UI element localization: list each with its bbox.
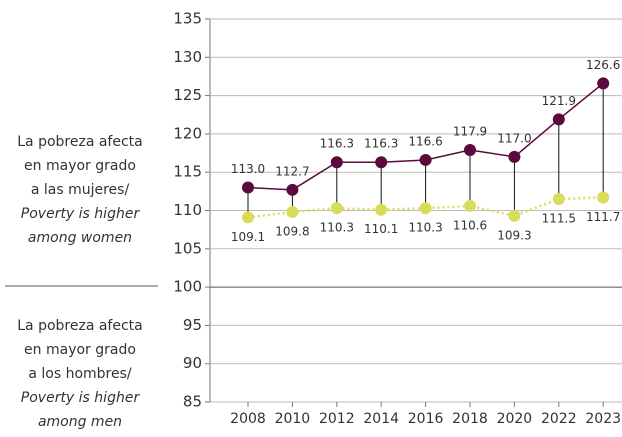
x-tick-label: 2022: [541, 411, 577, 427]
y-tick-label: 95: [183, 316, 202, 334]
data-label: 109.3: [497, 228, 531, 242]
data-point: [375, 156, 388, 169]
data-point: [464, 143, 476, 156]
data-point: [375, 203, 388, 216]
data-label: 110.1: [364, 222, 398, 236]
data-label: 111.5: [542, 212, 576, 226]
x-tick-label: 2010: [275, 411, 311, 427]
annotation-text: among women: [28, 230, 132, 246]
data-label: 110.3: [320, 221, 354, 235]
data-label: 110.6: [453, 218, 487, 232]
data-point: [286, 206, 299, 219]
y-tick-label: 110: [173, 201, 202, 219]
data-label: 111.7: [586, 210, 620, 224]
data-point: [242, 181, 254, 194]
data-point: [464, 199, 476, 212]
x-tick-label: 2012: [319, 411, 355, 427]
y-tick-label: 120: [173, 124, 202, 142]
x-tick-label: 2018: [452, 411, 488, 427]
data-label: 121.9: [542, 94, 576, 108]
data-point: [330, 202, 343, 215]
data-point: [508, 209, 521, 222]
y-tick-label: 100: [173, 278, 202, 296]
data-label: 110.3: [408, 221, 442, 235]
annotation-text: a las mujeres/: [31, 182, 130, 198]
data-point: [552, 193, 565, 206]
data-point: [552, 113, 565, 126]
y-tick-label: 135: [173, 10, 202, 28]
data-label: 112.7: [275, 164, 309, 178]
data-label: 116.6: [408, 134, 442, 148]
x-tick-label: 2008: [230, 411, 266, 427]
data-point: [242, 211, 254, 224]
data-point: [419, 202, 432, 215]
data-point: [286, 183, 299, 196]
data-point: [597, 191, 610, 204]
x-tick-label: 2023: [585, 411, 621, 427]
data-point: [508, 150, 521, 163]
annotation-text: a los hombres/: [28, 366, 132, 382]
y-tick-label: 85: [183, 393, 202, 411]
annotation-text: Poverty is higher: [21, 390, 141, 406]
data-point: [597, 77, 610, 90]
data-point: [419, 153, 432, 166]
data-label: 109.1: [231, 230, 265, 244]
data-label: 117.9: [453, 124, 487, 138]
y-tick-label: 125: [173, 86, 202, 104]
annotation-text: en mayor grado: [24, 342, 136, 358]
annotation-text: La pobreza afecta: [17, 318, 143, 334]
y-tick-label: 105: [173, 239, 202, 257]
x-tick-label: 2014: [363, 411, 399, 427]
data-label: 126.6: [586, 58, 620, 72]
data-label: 116.3: [364, 137, 398, 151]
x-tick-label: 2020: [497, 411, 533, 427]
data-label: 117.0: [497, 131, 531, 145]
annotation-text: Poverty is higher: [21, 206, 141, 222]
y-tick-label: 130: [173, 48, 202, 66]
data-label: 113.0: [231, 162, 265, 176]
annotation-text: among men: [38, 414, 122, 430]
y-tick-label: 115: [173, 163, 202, 181]
annotation-text: La pobreza afecta: [17, 134, 143, 150]
y-tick-label: 90: [183, 354, 202, 372]
data-point: [330, 156, 343, 169]
annotation-text: en mayor grado: [24, 158, 136, 174]
data-label: 109.8: [275, 225, 309, 239]
x-tick-label: 2016: [408, 411, 444, 427]
data-label: 116.3: [320, 137, 354, 151]
